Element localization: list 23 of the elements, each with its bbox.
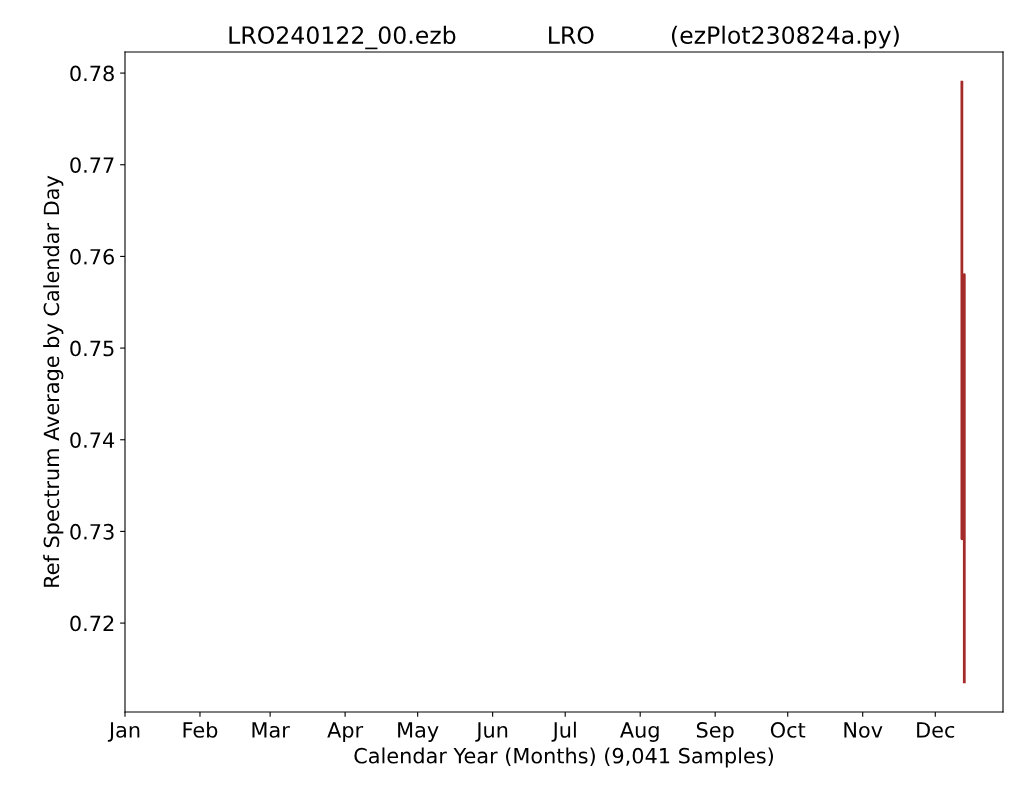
y-tick-label: 0.72 xyxy=(70,615,114,632)
x-tick-label: Jul xyxy=(551,721,576,742)
x-tick-label: Jun xyxy=(475,722,508,742)
chart-title: LRO240122_00.ezb LRO (ezPlot230824a.py) xyxy=(229,25,899,50)
x-tick-label: Apr xyxy=(327,722,364,742)
x-tick-label: May xyxy=(398,722,439,742)
x-tick-label: Oct xyxy=(770,722,806,738)
x-tick-label: Mar xyxy=(252,722,290,738)
x-tick-label: Aug xyxy=(620,722,659,742)
x-tick-label: Dec xyxy=(917,722,955,738)
line-series xyxy=(960,80,966,684)
x-tick-label: Jan xyxy=(107,722,140,742)
y-tick-label: 0.73 xyxy=(70,523,114,540)
x-axis-title: Calendar Year (Months) (9,041 Samples) xyxy=(354,747,773,768)
y-tick-label: 0.77 xyxy=(70,157,114,173)
x-tick-label: Sep xyxy=(696,722,734,742)
y-tick-label: 0.74 xyxy=(70,432,115,448)
y-tick-label: 0.75 xyxy=(70,340,114,357)
y-axis-title: Ref Spectrum Average by Calendar Day xyxy=(43,175,64,587)
y-tick-label: 0.78 xyxy=(70,65,114,82)
x-tick-label: Feb xyxy=(183,721,218,738)
y-tick-label: 0.76 xyxy=(70,248,114,265)
x-tick-label: Nov xyxy=(844,722,883,738)
